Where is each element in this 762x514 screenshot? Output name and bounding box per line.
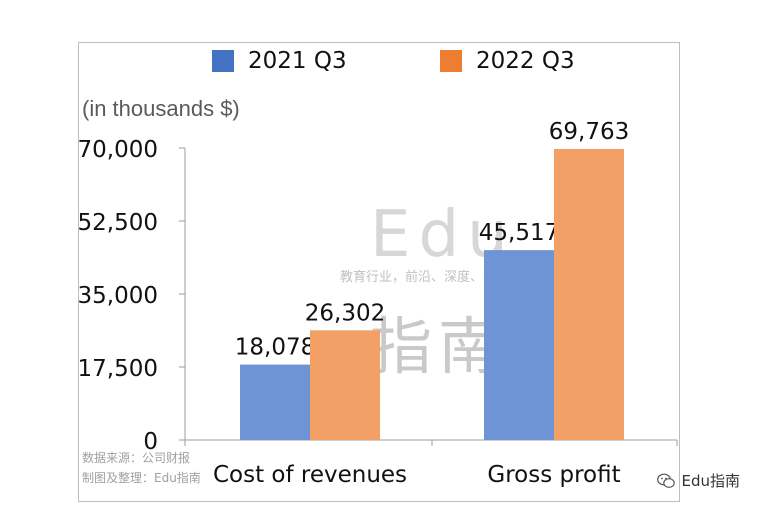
- source-line-1: 数据来源：公司财报: [82, 451, 191, 465]
- chart-frame: [78, 42, 680, 502]
- legend-item-2021: 2021 Q3: [212, 44, 347, 78]
- y-tick-label: 70,000: [78, 137, 158, 163]
- bar-data-label: 18,078: [235, 335, 315, 361]
- legend-swatch-2022: [440, 50, 462, 72]
- bar-data-label: 45,517: [479, 220, 559, 246]
- wechat-icon: [657, 473, 676, 488]
- legend-label-2022: 2022 Q3: [476, 48, 575, 74]
- watermark-tagline: 教育行业，前沿、深度、独家: [340, 270, 510, 285]
- bar: [310, 330, 380, 440]
- y-tick-label: 17,500: [78, 356, 158, 382]
- y-tick-label: 0: [143, 429, 158, 455]
- legend: 2021 Q3 2022 Q3: [0, 44, 762, 78]
- x-category-label: Gross profit: [487, 462, 620, 488]
- watermark-cjk: 指南: [370, 310, 507, 383]
- wechat-label: Edu指南: [681, 472, 740, 490]
- y-tick-label: 35,000: [78, 283, 158, 309]
- legend-swatch-2021: [212, 50, 234, 72]
- bar-data-label: 69,763: [549, 119, 629, 145]
- bar: [484, 250, 554, 440]
- bar: [554, 148, 624, 440]
- y-axis-unit-label: (in thousands $): [82, 96, 240, 121]
- bar: [240, 364, 310, 440]
- source-line-2: 制图及整理：Edu指南: [82, 471, 201, 485]
- legend-label-2021: 2021 Q3: [248, 48, 347, 74]
- legend-item-2022: 2022 Q3: [440, 44, 575, 78]
- wechat-badge: Edu指南: [657, 470, 740, 491]
- bar-data-label: 26,302: [305, 300, 385, 326]
- y-tick-label: 52,500: [78, 210, 158, 236]
- x-category-label: Cost of revenues: [213, 462, 407, 488]
